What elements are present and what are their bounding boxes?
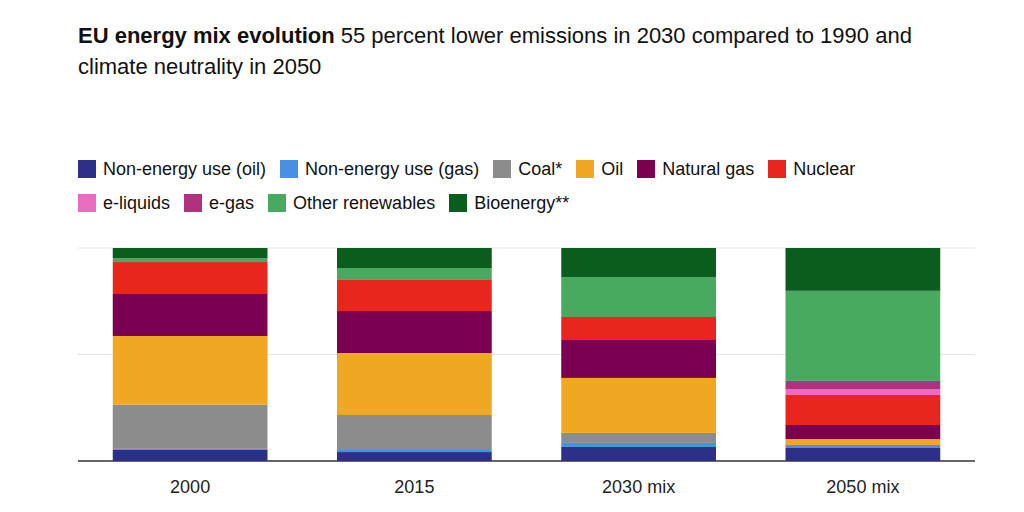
bar-segment	[786, 448, 941, 461]
title: EU energy mix evolution	[78, 23, 335, 48]
bar-segment	[337, 449, 492, 452]
legend-item: Natural gas	[637, 159, 754, 180]
legend-item: Non-energy use (gas)	[280, 159, 479, 180]
bar-segment	[113, 450, 268, 461]
bar-segment	[113, 294, 268, 336]
bar-segment	[561, 447, 716, 461]
bar-segment	[113, 248, 268, 258]
bar-segment	[113, 405, 268, 449]
legend-item: Non-energy use (oil)	[78, 159, 266, 180]
legend-swatch	[184, 194, 202, 212]
legend-item: e-gas	[184, 193, 254, 214]
bar-segment	[786, 291, 941, 381]
bars	[113, 248, 940, 461]
bar-segment	[561, 443, 716, 447]
bar-segment	[561, 378, 716, 433]
legend-swatch	[78, 194, 96, 212]
bar-segment	[337, 248, 492, 268]
legend-label: Non-energy use (oil)	[103, 159, 266, 180]
legend-label: Natural gas	[662, 159, 754, 180]
legend-label: Coal*	[518, 159, 562, 180]
legend-row: Non-energy use (oil) Non-energy use (gas)…	[78, 152, 1008, 186]
bar-segment	[113, 336, 268, 405]
bar-segment	[786, 439, 941, 445]
bar-segment	[786, 425, 941, 439]
legend-label: Oil	[601, 159, 623, 180]
legend-label: Bioenergy**	[474, 193, 569, 214]
legend-item: Bioenergy**	[449, 193, 569, 214]
chart: 2000 2015 2030 mix 2050 mix	[0, 0, 1024, 512]
bar-segment	[561, 317, 716, 340]
bar-segment	[113, 258, 268, 262]
legend-swatch	[768, 160, 786, 178]
legend: Non-energy use (oil) Non-energy use (gas)…	[78, 152, 1008, 220]
legend-item: Other renewables	[268, 193, 435, 214]
bar-segment	[337, 280, 492, 311]
legend-item: Nuclear	[768, 159, 855, 180]
bar-segment	[786, 445, 941, 448]
legend-item: e-liquids	[78, 193, 170, 214]
title-box: EU energy mix evolution55 percent lower …	[78, 20, 978, 82]
bar-segment	[561, 248, 716, 277]
bar-segment	[337, 452, 492, 461]
x-tick-label: 2015	[394, 477, 434, 497]
bar-segment	[561, 277, 716, 317]
legend-swatch	[493, 160, 511, 178]
legend-swatch	[449, 194, 467, 212]
legend-label: Non-energy use (gas)	[305, 159, 479, 180]
legend-swatch	[280, 160, 298, 178]
legend-swatch	[637, 160, 655, 178]
legend-item: Coal*	[493, 159, 562, 180]
bar-segment	[786, 381, 941, 389]
legend-label: Nuclear	[793, 159, 855, 180]
bar-segment	[113, 262, 268, 294]
legend-item: Oil	[576, 159, 623, 180]
legend-label: Other renewables	[293, 193, 435, 214]
legend-swatch	[576, 160, 594, 178]
x-tick-label: 2030 mix	[602, 477, 675, 497]
bar-segment	[337, 353, 492, 415]
legend-row: e-liquids e-gas Other renewables Bioenergy*…	[78, 186, 1008, 220]
bar-segment	[337, 311, 492, 353]
bar-segment	[786, 389, 941, 395]
legend-swatch	[78, 160, 96, 178]
legend-swatch	[268, 194, 286, 212]
bar-segment	[337, 268, 492, 280]
bar-segment	[561, 433, 716, 443]
bar-segment	[337, 415, 492, 449]
bar-segment	[786, 395, 941, 425]
x-tick-label: 2000	[170, 477, 210, 497]
legend-label: e-liquids	[103, 193, 170, 214]
bar-segment	[786, 248, 941, 291]
bar-segment	[561, 340, 716, 378]
legend-label: e-gas	[209, 193, 254, 214]
x-tick-label: 2050 mix	[826, 477, 899, 497]
bar-segment	[113, 449, 268, 450]
